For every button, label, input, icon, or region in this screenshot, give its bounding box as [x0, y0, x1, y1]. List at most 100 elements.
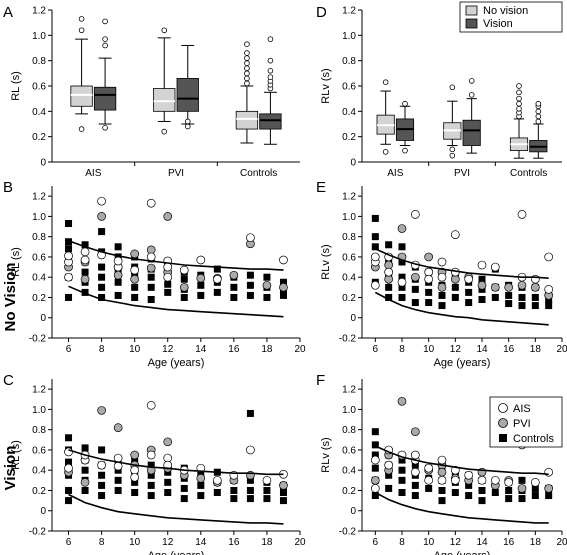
- y-tick-label: 0.4: [32, 273, 46, 284]
- ais-point: [504, 478, 514, 487]
- ais-point: [410, 210, 420, 219]
- x-tick-label: 6: [373, 344, 379, 355]
- controls-point: [65, 486, 73, 494]
- ais-point: [424, 463, 434, 473]
- controls-point: [438, 291, 446, 299]
- x-tick-label: 8: [99, 537, 105, 548]
- controls-point: [213, 288, 221, 296]
- controls-point: [518, 476, 526, 484]
- controls-point: [180, 293, 188, 301]
- legend-swatch-no-vision: [465, 5, 478, 16]
- outlier-point: [516, 95, 522, 102]
- controls-point: [147, 492, 155, 500]
- upper-limit-curve: [374, 445, 549, 476]
- outlier-point: [102, 125, 108, 131]
- outlier-point: [244, 50, 250, 56]
- outlier-point: [184, 118, 191, 125]
- y-axis-label: RL (s): [10, 440, 22, 470]
- y-tick-label: 0.8: [342, 425, 356, 436]
- y-tick-label: 0.4: [342, 273, 356, 284]
- y-axis-label: RLv (s): [320, 437, 332, 472]
- controls-point: [213, 265, 221, 273]
- ais-point: [97, 460, 106, 470]
- ais-point: [517, 210, 527, 219]
- ais-point: [544, 252, 554, 262]
- y-tick-label: 0.4: [32, 466, 46, 477]
- controls-point: [164, 488, 172, 496]
- ais-point: [179, 265, 189, 275]
- ais-point: [146, 252, 156, 262]
- outlier-point: [244, 65, 250, 72]
- controls-point: [545, 302, 553, 310]
- controls-point: [371, 243, 379, 251]
- outlier-point: [449, 146, 456, 153]
- y-tick-label: 0.4: [342, 466, 356, 477]
- outlier-point: [102, 36, 108, 42]
- pvi-point: [196, 473, 206, 483]
- pvi-point: [80, 274, 90, 284]
- y-tick-label: 0.8: [32, 56, 46, 67]
- controls-point: [81, 444, 89, 452]
- controls-point: [131, 293, 139, 301]
- outlier-point: [382, 79, 389, 85]
- panel-letter-b: B: [3, 179, 13, 196]
- scatter-legend: AIS PVI Controls: [489, 396, 563, 448]
- controls-point: [398, 258, 406, 266]
- controls-point: [213, 488, 221, 496]
- controls-point: [371, 428, 379, 436]
- y-tick-label: 0: [40, 158, 46, 169]
- ais-point: [424, 475, 434, 485]
- pvi-point: [437, 282, 447, 292]
- pvi-point: [130, 274, 140, 284]
- x-tick-label: 12: [162, 344, 174, 355]
- controls-point: [81, 466, 89, 474]
- outlier-point: [102, 18, 108, 25]
- ais-point: [490, 262, 500, 272]
- ais-point: [477, 260, 487, 270]
- pvi-point: [517, 280, 527, 290]
- outlier-point: [267, 74, 274, 80]
- controls-point: [197, 481, 205, 489]
- y-tick-label: 1.2: [342, 192, 356, 203]
- controls-point: [398, 293, 406, 301]
- controls-point: [65, 458, 73, 466]
- y-tick-label: 1.2: [342, 385, 356, 396]
- ais-point: [490, 475, 500, 485]
- ais-point: [97, 196, 106, 206]
- controls-point: [65, 293, 73, 301]
- ais-point: [196, 255, 206, 265]
- controls-point: [230, 283, 238, 291]
- y-tick-label: -0.2: [29, 527, 47, 538]
- ais-point: [64, 447, 73, 457]
- upper-limit-curve: [68, 449, 284, 476]
- controls-point: [81, 241, 89, 249]
- panel-f-scatter: -0.2 0 0.2 0.4 0.6 0.8 1.0 1.2 RLv (s) 6 8 10 12 14 16…: [320, 379, 567, 555]
- y-tick-label: 0.6: [32, 252, 46, 263]
- ais-point: [246, 233, 255, 243]
- x-tick-label: 20: [294, 537, 306, 548]
- pvi-point: [530, 282, 540, 292]
- y-tick-label: 0.2: [32, 486, 46, 497]
- legend-label-controls: Controls: [513, 433, 554, 445]
- pvi-point: [370, 475, 380, 485]
- controls-point: [180, 275, 188, 283]
- controls-point: [81, 288, 89, 296]
- ais-point: [464, 470, 474, 480]
- box: [462, 119, 481, 146]
- controls-point: [180, 484, 188, 492]
- outlier-point: [516, 89, 522, 96]
- pvi-point: [437, 467, 447, 477]
- pvi-point: [163, 212, 173, 221]
- x-axis-label: Age (years): [148, 357, 205, 369]
- outlier-point: [267, 68, 274, 74]
- controls-point: [230, 293, 238, 301]
- outlier-point: [535, 113, 542, 120]
- controls-point: [147, 283, 155, 291]
- ais-point: [450, 230, 460, 239]
- outlier-point: [449, 84, 456, 91]
- outlier-point: [244, 70, 250, 77]
- y-tick-label: 1.0: [32, 31, 46, 42]
- ais-point: [146, 400, 156, 410]
- controls-point: [263, 293, 271, 301]
- pvi-point: [504, 282, 514, 292]
